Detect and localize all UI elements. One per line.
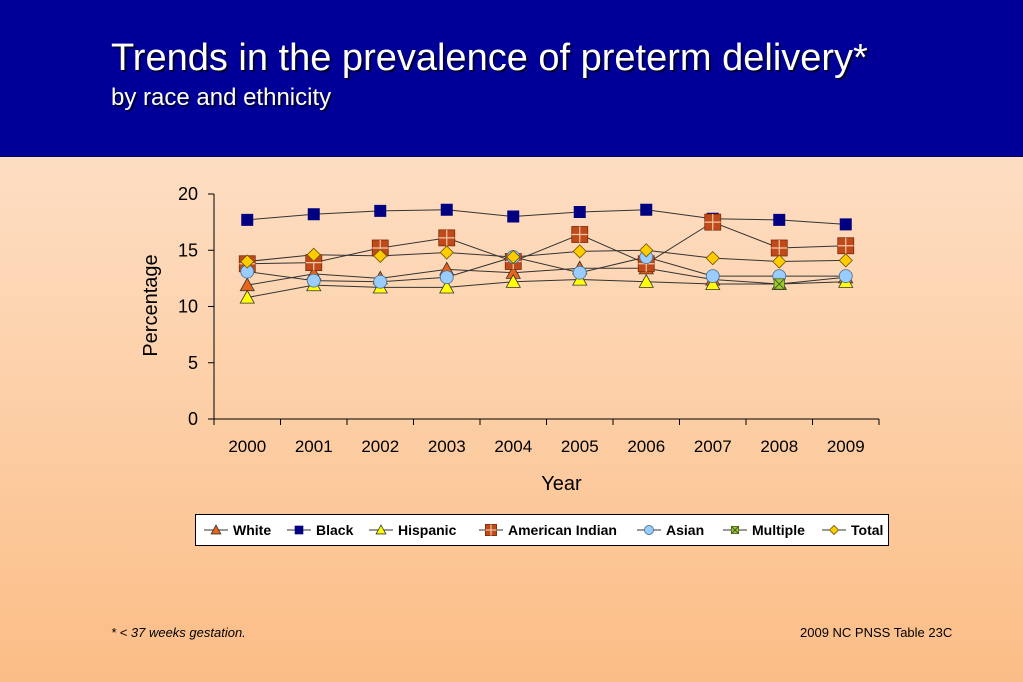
y-tick-label: 0: [188, 409, 198, 429]
x-tick-label: 2000: [228, 437, 266, 456]
source-citation: 2009 NC PNSS Table 23C: [800, 625, 953, 640]
data-point-black: [839, 218, 852, 231]
x-tick-label: 2004: [494, 437, 532, 456]
data-point-black: [640, 203, 653, 216]
series-line-black: [247, 209, 846, 225]
slide-title: Trends in the prevalence of preterm deli…: [111, 37, 868, 79]
data-point-asian: [838, 269, 853, 284]
legend-label-white: White: [233, 522, 271, 538]
x-tick-label: 2009: [827, 437, 865, 456]
series-line-asian: [247, 256, 846, 283]
series-line-white: [247, 267, 846, 286]
series-line-hispanic: [247, 278, 846, 298]
data-point-total: [306, 247, 321, 262]
legend-label-hispanic: Hispanic: [398, 522, 457, 538]
data-point-total: [639, 243, 654, 258]
data-point-hispanic: [439, 279, 455, 294]
x-tick-label: 2008: [760, 437, 798, 456]
data-point-asian: [373, 274, 388, 289]
x-tick-label: 2003: [428, 437, 466, 456]
y-tick-label: 20: [178, 184, 198, 204]
data-point-total: [439, 245, 454, 260]
data-point-black: [773, 213, 786, 226]
data-point-hispanic: [705, 276, 721, 291]
data-point-total: [506, 249, 521, 265]
legend-marker-black: [294, 525, 304, 535]
data-point-total: [705, 251, 720, 266]
x-tick-label: 2007: [694, 437, 732, 456]
data-point-hispanic: [638, 273, 654, 288]
data-point-total: [373, 248, 388, 263]
data-point-black: [440, 203, 453, 216]
footnote: * < 37 weeks gestation.: [111, 625, 246, 640]
legend-label-asian: Asian: [666, 522, 704, 538]
y-tick-label: 5: [188, 353, 198, 373]
x-axis-label: Year: [541, 473, 582, 495]
legend-marker-white: [210, 524, 222, 535]
series-line-american-indian: [247, 221, 846, 265]
x-tick-label: 2006: [627, 437, 665, 456]
data-point-total: [240, 254, 255, 269]
data-point-asian: [705, 269, 720, 284]
legend-marker-multiple-x2: [731, 526, 739, 534]
data-point-black: [507, 210, 520, 223]
data-point-asian: [439, 270, 454, 285]
data-point-total: [772, 254, 787, 269]
legend-marker-asian: [644, 525, 654, 535]
series-line-total: [247, 249, 846, 263]
data-point-total: [838, 253, 853, 268]
title-banner: Trends in the prevalence of preterm deli…: [0, 0, 1023, 157]
data-point-total: [572, 244, 587, 259]
legend-marker-total: [828, 524, 840, 536]
data-point-black: [241, 213, 254, 226]
data-point-black: [374, 204, 387, 217]
x-tick-label: 2005: [561, 437, 599, 456]
legend-label-american-indian: American Indian: [508, 522, 617, 538]
data-point-multiple-x2: [773, 278, 785, 290]
legend-marker-hispanic: [375, 524, 387, 535]
y-tick-label: 10: [178, 297, 198, 317]
data-point-asian: [572, 265, 587, 280]
x-tick-label: 2001: [295, 437, 333, 456]
data-point-asian: [306, 273, 321, 288]
y-tick-label: 15: [178, 240, 198, 260]
data-point-black: [307, 208, 320, 221]
data-point-black: [573, 205, 586, 218]
y-axis-label: Percentage: [140, 254, 162, 356]
legend-label-black: Black: [316, 522, 354, 538]
legend-label-total: Total: [851, 522, 883, 538]
slide-subtitle: by race and ethnicity: [111, 84, 332, 111]
legend-label-multiple: Multiple: [752, 522, 805, 538]
x-tick-label: 2002: [361, 437, 399, 456]
data-point-hispanic: [505, 273, 521, 288]
data-point-hispanic: [239, 289, 255, 304]
